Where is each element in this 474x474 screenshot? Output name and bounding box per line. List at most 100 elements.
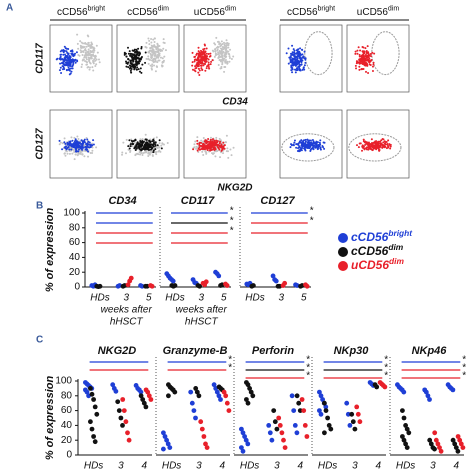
flow-dot xyxy=(142,140,145,143)
flow-dot xyxy=(376,142,379,145)
flow-dot xyxy=(368,145,371,148)
data-point xyxy=(406,430,412,436)
significance-star: * xyxy=(462,363,466,374)
flow-dot xyxy=(129,60,132,63)
flow-dot xyxy=(323,147,326,150)
flow-dot xyxy=(309,139,312,142)
data-point xyxy=(115,399,121,405)
flow-dot xyxy=(323,141,326,144)
flow-dot xyxy=(129,64,132,67)
data-point xyxy=(302,423,308,428)
data-point xyxy=(91,434,96,439)
data-point xyxy=(294,430,300,436)
flow-dot xyxy=(89,54,92,57)
flow-dot xyxy=(315,142,318,145)
data-point xyxy=(243,437,249,443)
flow-dot xyxy=(152,151,155,154)
y-tick-label: 80 xyxy=(61,390,73,401)
flow-dot xyxy=(308,139,311,142)
flow-dot xyxy=(129,145,132,148)
flow-dot xyxy=(135,51,138,54)
y-tick-label: 80 xyxy=(69,222,81,233)
flow-dot xyxy=(225,141,228,144)
data-point xyxy=(239,426,244,432)
flow-dot xyxy=(355,144,358,147)
flow-dot xyxy=(362,59,365,62)
x-tick-label: 5 xyxy=(146,293,152,304)
flow-dot xyxy=(75,144,78,147)
flow-dot xyxy=(72,63,75,66)
data-point xyxy=(251,283,256,288)
flow-dot xyxy=(363,61,366,64)
flow-dot xyxy=(85,45,88,48)
y-tick-label: 40 xyxy=(61,420,73,431)
flow-dot xyxy=(226,42,229,45)
flow-dot xyxy=(147,154,150,157)
data-point xyxy=(354,404,360,410)
flow-dot xyxy=(92,51,95,54)
flow-dot xyxy=(85,53,88,56)
flow-dot xyxy=(69,59,72,62)
flow-dot xyxy=(220,146,223,149)
data-point xyxy=(120,397,126,402)
x-axis-label: weeks after xyxy=(101,305,153,316)
flow-dot xyxy=(299,69,302,72)
flow-dot xyxy=(290,59,293,62)
x-tick-label: 4 xyxy=(454,461,460,472)
flow-dot xyxy=(153,37,156,40)
flow-dot xyxy=(202,50,205,53)
flow-dot xyxy=(219,60,222,63)
data-point xyxy=(88,386,93,391)
flow-dot xyxy=(319,139,322,142)
flow-dot xyxy=(223,147,226,150)
legend-marker xyxy=(338,233,348,243)
flow-dot xyxy=(219,140,222,143)
flow-dot xyxy=(90,41,93,44)
flow-dot xyxy=(364,53,367,56)
data-point xyxy=(400,408,405,413)
flow-dot xyxy=(163,55,166,58)
flow-dot xyxy=(63,137,66,140)
flow-dot xyxy=(96,51,99,54)
flow-dot xyxy=(303,50,306,53)
flow-dot xyxy=(201,55,204,58)
subplot-title: NKp46 xyxy=(412,345,448,357)
flow-dot xyxy=(300,63,303,66)
flow-dot xyxy=(127,58,130,61)
data-point xyxy=(92,439,98,445)
flow-dot xyxy=(211,152,214,155)
flow-dot xyxy=(157,150,160,153)
flow-dot xyxy=(124,152,127,155)
x-tick-label: 3 xyxy=(198,293,204,304)
flow-dot xyxy=(134,63,137,66)
subplot-title: CD117 xyxy=(181,195,215,207)
flow-dot xyxy=(150,55,153,58)
flow-dot xyxy=(200,139,203,142)
flow-dot xyxy=(211,140,214,143)
flow-dot xyxy=(83,149,86,152)
data-point xyxy=(125,430,130,436)
data-point xyxy=(282,280,288,286)
data-point xyxy=(164,437,170,443)
data-point xyxy=(118,415,124,421)
flow-dot xyxy=(197,67,200,70)
flow-dot xyxy=(92,46,95,49)
flow-dot xyxy=(77,138,80,141)
label-sup: dim xyxy=(388,242,403,252)
x-tick-label: 3 xyxy=(123,293,129,304)
flow-dot xyxy=(304,61,307,64)
flow-dot xyxy=(72,145,75,148)
flow-dot xyxy=(62,48,65,51)
flow-dot xyxy=(299,141,302,144)
data-point xyxy=(296,400,302,406)
flow-dot xyxy=(82,141,85,144)
flow-dot xyxy=(144,61,147,64)
label-sup: bright xyxy=(388,228,413,238)
flow-dot xyxy=(225,51,228,54)
flow-dot xyxy=(61,65,64,68)
flow-dot xyxy=(198,69,201,72)
flow-dot xyxy=(290,69,293,72)
flow-dot xyxy=(148,145,151,148)
flow-dot xyxy=(153,40,156,43)
flow-dot xyxy=(209,63,212,66)
